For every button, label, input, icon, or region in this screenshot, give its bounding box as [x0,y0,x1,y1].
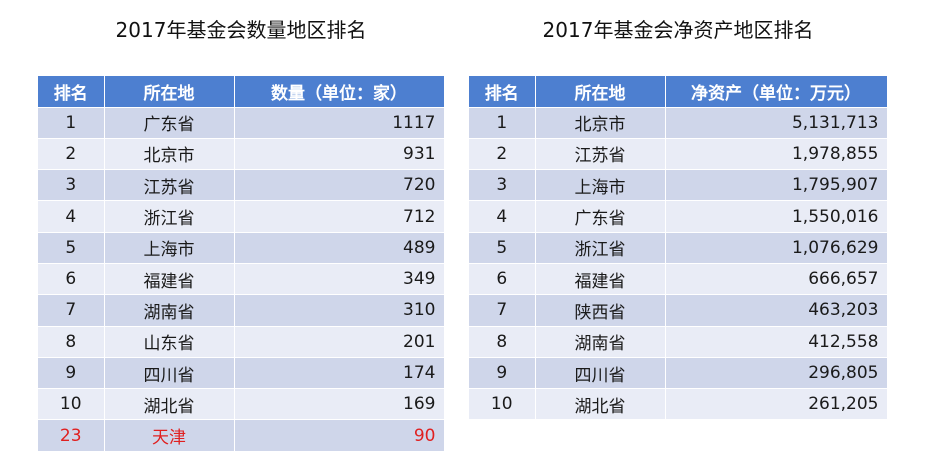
location-cell: 福建省 [535,263,666,296]
table-header-row: 排名 所在地 数量（单位：家） [38,76,445,108]
header-rank: 排名 [38,76,105,108]
rank-cell: 8 [469,326,536,358]
header-rank: 排名 [469,76,536,108]
table-row: 7 湖南省 310 [38,294,445,327]
count-cell: 349 [234,263,445,296]
header-location: 所在地 [104,76,235,108]
location-cell: 上海市 [104,232,235,264]
table-row: 7 陕西省 463,203 [469,294,888,327]
location-cell: 广东省 [535,200,666,233]
rank-cell: 23 [38,419,105,452]
net-assets-ranking-title: 2017年基金会净资产地区排名 [542,18,814,42]
table-row: 4 浙江省 712 [38,200,445,233]
location-cell: 天津 [104,419,235,452]
table-row: 8 山东省 201 [38,326,445,358]
table-row: 5 上海市 489 [38,232,445,264]
net-assets-cell: 261,205 [665,388,888,421]
table-row: 2 北京市 931 [38,138,445,171]
location-cell: 四川省 [535,357,666,390]
count-ranking-panel: 2017年基金会数量地区排名 排名 所在地 数量（单位：家） 1 广东省 111… [38,0,445,452]
rank-cell: 4 [469,200,536,233]
table-row: 6 福建省 666,657 [469,263,888,296]
location-cell: 广东省 [104,107,235,139]
location-cell: 北京市 [104,138,235,171]
count-cell: 1117 [234,107,445,139]
location-cell: 湖北省 [104,388,235,421]
table-row: 8 湖南省 412,558 [469,326,888,358]
table-row: 3 上海市 1,795,907 [469,169,888,202]
rank-cell: 8 [38,326,105,358]
count-cell: 90 [234,419,445,452]
table-row: 1 广东省 1117 [38,107,445,139]
net-assets-ranking-table: 排名 所在地 净资产（单位：万元） 1 北京市 5,131,713 2 江苏省 … [469,76,888,421]
count-cell: 712 [234,200,445,233]
net-assets-cell: 5,131,713 [665,107,888,139]
rank-cell: 4 [38,200,105,233]
table-row-highlighted: 23 天津 90 [38,419,445,452]
count-cell: 310 [234,294,445,327]
net-assets-cell: 412,558 [665,326,888,358]
rank-cell: 3 [38,169,105,202]
location-cell: 北京市 [535,107,666,139]
location-cell: 湖北省 [535,388,666,421]
table-row: 4 广东省 1,550,016 [469,200,888,233]
location-cell: 四川省 [104,357,235,390]
location-cell: 江苏省 [535,138,666,171]
location-cell: 山东省 [104,326,235,358]
rank-cell: 6 [469,263,536,296]
location-cell: 浙江省 [104,200,235,233]
rank-cell: 3 [469,169,536,202]
rank-cell: 6 [38,263,105,296]
location-cell: 湖南省 [535,326,666,358]
rank-cell: 9 [469,357,536,390]
net-assets-ranking-panel: 2017年基金会净资产地区排名 排名 所在地 净资产（单位：万元） 1 北京市 … [469,0,888,421]
table-row: 3 江苏省 720 [38,169,445,202]
net-assets-cell: 1,795,907 [665,169,888,202]
count-cell: 931 [234,138,445,171]
location-cell: 福建省 [104,263,235,296]
table-row: 5 浙江省 1,076,629 [469,232,888,264]
rank-cell: 5 [469,232,536,264]
table-row: 10 湖北省 169 [38,388,445,421]
location-cell: 上海市 [535,169,666,202]
net-assets-cell: 296,805 [665,357,888,390]
header-location: 所在地 [535,76,666,108]
rank-cell: 10 [38,388,105,421]
rank-cell: 7 [38,294,105,327]
count-cell: 169 [234,388,445,421]
table-header-row: 排名 所在地 净资产（单位：万元） [469,76,888,108]
count-cell: 174 [234,357,445,390]
net-assets-cell: 1,076,629 [665,232,888,264]
table-row: 9 四川省 296,805 [469,357,888,390]
rank-cell: 9 [38,357,105,390]
net-assets-cell: 1,550,016 [665,200,888,233]
header-count: 数量（单位：家） [234,76,445,108]
table-row: 1 北京市 5,131,713 [469,107,888,139]
rank-cell: 2 [38,138,105,171]
location-cell: 江苏省 [104,169,235,202]
net-assets-cell: 1,978,855 [665,138,888,171]
rank-cell: 1 [469,107,536,139]
table-row: 9 四川省 174 [38,357,445,390]
rank-cell: 1 [38,107,105,139]
location-cell: 浙江省 [535,232,666,264]
rank-cell: 10 [469,388,536,421]
table-row: 2 江苏省 1,978,855 [469,138,888,171]
rank-cell: 2 [469,138,536,171]
table-row: 10 湖北省 261,205 [469,388,888,421]
count-ranking-table: 排名 所在地 数量（单位：家） 1 广东省 1117 2 北京市 931 3 江… [38,76,445,452]
location-cell: 陕西省 [535,294,666,327]
header-net-assets: 净资产（单位：万元） [665,76,888,108]
count-cell: 720 [234,169,445,202]
rank-cell: 5 [38,232,105,264]
rank-cell: 7 [469,294,536,327]
count-ranking-title: 2017年基金会数量地区排名 [115,18,367,42]
net-assets-cell: 666,657 [665,263,888,296]
net-assets-cell: 463,203 [665,294,888,327]
location-cell: 湖南省 [104,294,235,327]
table-row: 6 福建省 349 [38,263,445,296]
count-cell: 489 [234,232,445,264]
count-cell: 201 [234,326,445,358]
